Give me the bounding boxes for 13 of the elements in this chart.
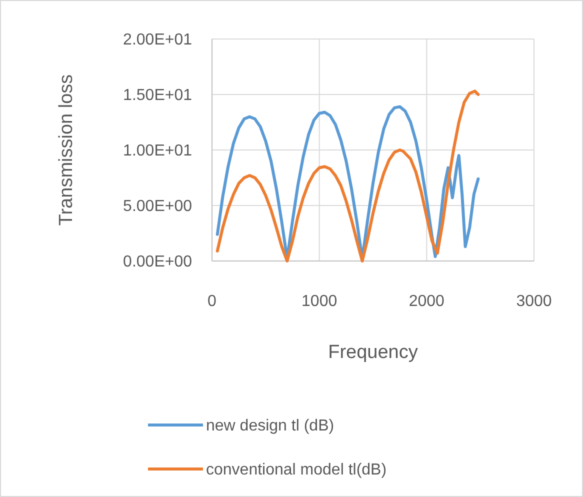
- x-tick-label: 1000: [302, 293, 338, 310]
- x-axis-title: Frequency: [328, 342, 418, 363]
- x-tick-label: 2000: [408, 293, 445, 310]
- y-tick-label: 2.00E+01: [123, 32, 192, 49]
- x-tick-label: 3000: [516, 293, 552, 310]
- y-tick-label: 1.50E+01: [123, 87, 192, 104]
- y-tick-label: 5.00E+00: [123, 198, 192, 216]
- x-tick-label: 0: [208, 293, 217, 310]
- legend-label: conventional model tl(dB): [206, 462, 387, 479]
- legend-label: new design tl (dB): [206, 418, 334, 435]
- y-tick-label: 1.00E+01: [123, 142, 192, 160]
- y-axis-title: Transmission loss: [56, 74, 77, 226]
- y-tick-label: 0.00E+00: [123, 254, 192, 271]
